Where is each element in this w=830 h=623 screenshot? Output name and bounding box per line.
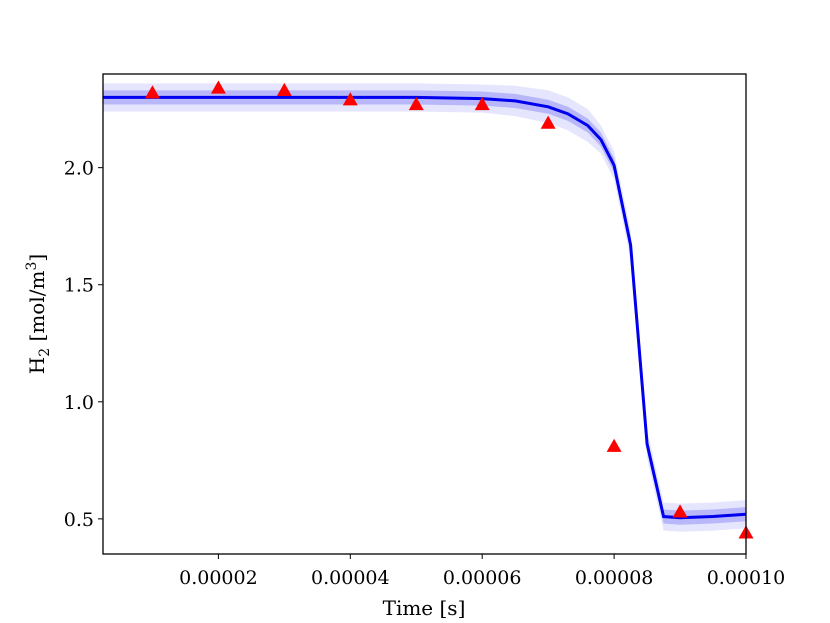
data-point	[474, 96, 490, 111]
y-tick-label: 2.0	[64, 158, 94, 180]
x-axis: 0.00002 0.00004 0.00006 0.00008 0.00010	[179, 554, 785, 589]
x-tick-label: 0.00002	[179, 567, 258, 589]
plot-area	[102, 73, 754, 555]
data-point	[672, 504, 688, 518]
x-tick-label: 0.00004	[311, 567, 390, 589]
data-point	[540, 115, 556, 129]
x-tick-label: 0.00008	[575, 567, 654, 589]
series-line	[103, 95, 747, 520]
y-tick-label: 0.5	[64, 509, 94, 531]
y-tick-label: 1.5	[64, 275, 94, 297]
data-point	[276, 82, 292, 97]
y-axis-label: H2 [mol/m3]	[24, 254, 53, 374]
x-tick-label: 0.00010	[707, 567, 786, 589]
data-point	[144, 85, 160, 99]
data-point	[342, 92, 358, 106]
data-point	[210, 80, 226, 94]
uncertainty-bands	[103, 83, 746, 532]
outer-band	[103, 83, 746, 532]
data-markers	[144, 80, 754, 539]
x-tick-label: 0.00006	[443, 567, 522, 589]
y-axis: 0.5 1.0 1.5 2.0	[64, 158, 103, 531]
axes-frame	[102, 73, 747, 555]
x-axis-label: Time [s]	[383, 596, 466, 620]
data-point	[408, 96, 424, 111]
y-tick-label: 1.0	[64, 392, 94, 414]
data-point	[606, 438, 622, 452]
